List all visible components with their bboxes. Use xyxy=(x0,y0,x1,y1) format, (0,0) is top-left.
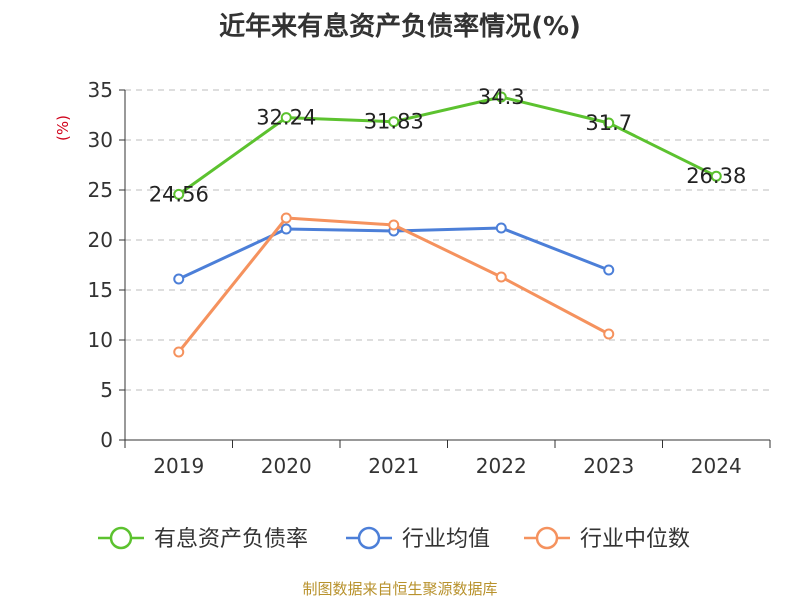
data-point xyxy=(388,219,400,231)
x-tick-label: 2022 xyxy=(476,454,527,478)
data-point xyxy=(280,112,292,124)
data-point xyxy=(603,328,615,340)
legend-marker xyxy=(109,526,133,550)
data-label: 31.83 xyxy=(364,110,424,134)
series-line xyxy=(177,95,717,196)
data-point xyxy=(173,346,185,358)
data-point xyxy=(495,271,507,283)
x-tick-label: 2023 xyxy=(583,454,634,478)
x-tick-label: 2019 xyxy=(153,454,204,478)
data-label: 32.24 xyxy=(256,106,316,130)
series-layer xyxy=(173,91,722,358)
data-point xyxy=(173,188,185,200)
data-point xyxy=(495,222,507,234)
data-label: 24.56 xyxy=(149,182,209,206)
data-point xyxy=(495,91,507,103)
data-point xyxy=(603,117,615,129)
legend-label: 行业中位数 xyxy=(580,527,690,552)
y-tick-label: 25 xyxy=(88,178,113,202)
data-point xyxy=(388,116,400,128)
y-tick-label: 10 xyxy=(88,328,113,352)
legend-label: 有息资产负债率 xyxy=(154,527,308,552)
y-tick-label: 30 xyxy=(88,128,113,152)
legend-marker xyxy=(535,526,559,550)
x-tick-label: 2024 xyxy=(691,454,742,478)
data-point xyxy=(603,264,615,276)
x-tick-label: 2020 xyxy=(261,454,312,478)
legend-label: 行业均值 xyxy=(402,527,490,552)
data-point xyxy=(280,212,292,224)
x-tick-label: 2021 xyxy=(368,454,419,478)
y-tick-label: 5 xyxy=(100,378,113,402)
data-point xyxy=(280,223,292,235)
y-axis-label: (%) xyxy=(54,115,72,141)
grid-lines xyxy=(125,89,770,391)
data-labels: 24.56 32.24 31.83 34.3 31.7 26.38 xyxy=(149,85,747,206)
data-label: 31.7 xyxy=(585,111,632,135)
series-line xyxy=(177,216,610,353)
y-tick-label: 35 xyxy=(88,78,113,102)
y-tick-label: 20 xyxy=(88,228,113,252)
axes: 0 5 10 15 20 25 30 35 2019 2020 2021 2022 2023 2024 xyxy=(88,78,771,478)
data-point xyxy=(173,273,185,285)
data-label: 26.38 xyxy=(686,164,746,188)
chart-title: 近年来有息资产负债率情况(%) xyxy=(219,12,581,42)
legend: 有息资产负债率 行业均值 行业中位数 xyxy=(98,526,690,552)
source-note: 制图数据来自恒生聚源数据库 xyxy=(302,580,498,598)
legend-marker xyxy=(357,526,381,550)
y-tick-label: 15 xyxy=(88,278,113,302)
data-label: 34.3 xyxy=(478,85,525,109)
y-tick-label: 0 xyxy=(100,428,113,452)
data-point xyxy=(710,170,722,182)
